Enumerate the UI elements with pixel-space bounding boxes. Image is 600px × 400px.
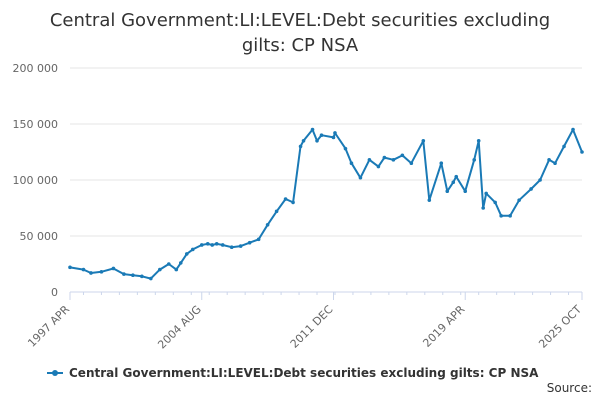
legend-item[interactable]: Central Government:LI:LEVEL:Debt securit… (46, 364, 538, 382)
data-point (81, 267, 86, 272)
data-point (508, 214, 512, 218)
data-point (481, 206, 485, 210)
data-point (158, 267, 162, 272)
data-point (499, 214, 503, 218)
data-point (220, 243, 225, 247)
data-point (451, 180, 456, 185)
data-point (131, 273, 135, 278)
y-tick-label: 200 000 (13, 62, 59, 75)
data-point (122, 272, 126, 276)
data-point (333, 131, 337, 135)
y-tick-label: 150 000 (13, 118, 59, 131)
data-point (343, 146, 348, 151)
data-point (472, 158, 477, 162)
data-point (149, 276, 153, 281)
data-point (562, 144, 566, 149)
x-tick-label: 2011 DEC (288, 303, 336, 351)
data-point (463, 189, 468, 193)
data-point (331, 135, 336, 140)
data-point (454, 174, 459, 179)
y-tick-label: 0 (51, 286, 58, 299)
data-point (291, 200, 295, 205)
data-point (111, 266, 116, 271)
data-point (247, 240, 252, 245)
x-tick-label: 1997 APR (25, 303, 72, 350)
data-point (178, 261, 183, 265)
y-tick-label: 100 000 (13, 174, 59, 187)
data-point (427, 198, 432, 202)
data-point (265, 223, 270, 227)
data-point (367, 158, 372, 162)
data-point (140, 274, 144, 279)
data-point (547, 158, 551, 162)
source-label: Source: (546, 381, 592, 395)
data-point (319, 133, 324, 137)
data-point (349, 161, 354, 165)
data-point (229, 245, 234, 249)
data-point (376, 164, 381, 169)
data-point (571, 127, 575, 132)
x-tick-label: 2019 APR (420, 303, 467, 350)
data-point (553, 161, 557, 165)
data-point (210, 243, 215, 247)
data-point (580, 150, 584, 154)
data-point (274, 209, 279, 214)
data-point (476, 139, 481, 143)
data-point (493, 200, 497, 205)
data-point (68, 265, 72, 270)
data-point (484, 191, 488, 196)
data-point (409, 161, 414, 165)
x-tick-label: 2004 AUG (155, 303, 204, 352)
data-point (283, 197, 288, 201)
data-point (256, 237, 261, 242)
data-point (99, 270, 104, 274)
data-point (439, 161, 444, 165)
legend-line-marker-icon (46, 367, 64, 379)
data-point (199, 243, 204, 247)
data-point (184, 252, 189, 256)
legend-label: Central Government:LI:LEVEL:Debt securit… (69, 366, 539, 380)
data-point (538, 178, 542, 182)
data-point (310, 127, 315, 132)
data-point (315, 139, 319, 143)
data-point (421, 139, 426, 143)
data-point (400, 153, 405, 158)
data-point (190, 247, 195, 252)
data-point (517, 198, 521, 202)
data-point (445, 189, 450, 193)
y-tick-label: 50 000 (20, 230, 59, 243)
data-point (529, 187, 533, 191)
chart-title-line-1: Central Government:LI:LEVEL:Debt securit… (49, 10, 551, 31)
data-point (238, 244, 243, 248)
data-point (301, 139, 306, 143)
data-point (382, 155, 387, 160)
series-line (69, 128, 583, 280)
data-point (214, 242, 219, 246)
data-point (391, 158, 396, 162)
x-tick-label: 2025 OCT (536, 303, 584, 351)
data-point (205, 242, 210, 246)
data-point (167, 262, 171, 266)
data-point (89, 271, 93, 275)
chart-title-line-2: gilts: CP NSA (241, 35, 359, 56)
data-point (358, 175, 363, 180)
data-point (174, 267, 179, 272)
data-point (298, 144, 303, 149)
